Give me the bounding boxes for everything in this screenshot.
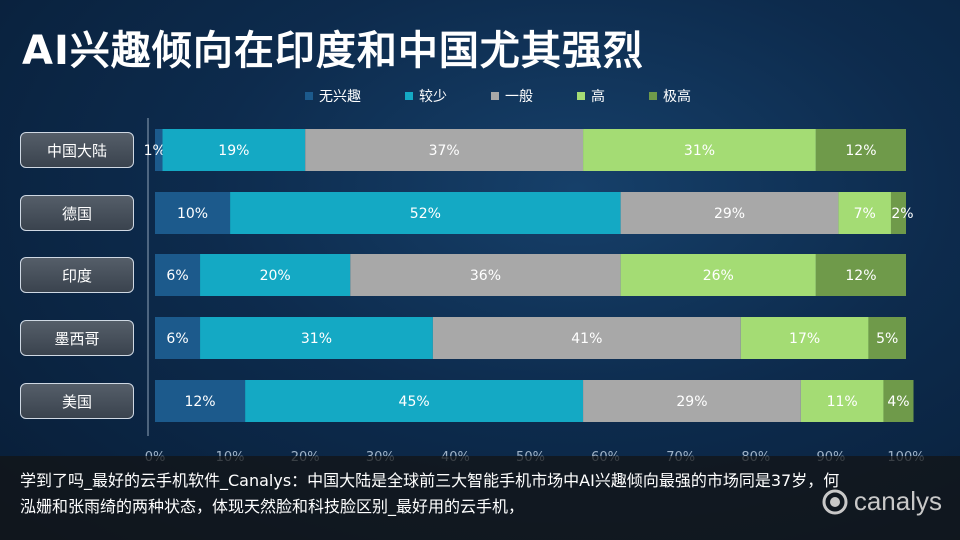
- bar-segment: [838, 192, 891, 234]
- bar-segment: [620, 254, 816, 296]
- bar-segment: [815, 129, 906, 171]
- legend-label: 较少: [419, 89, 447, 105]
- bar-segment: [155, 129, 163, 171]
- bar-segment: [155, 254, 201, 296]
- legend-item: 极高: [649, 86, 691, 106]
- category-label: 墨西哥: [20, 320, 134, 356]
- data-label: 37%: [429, 143, 460, 159]
- data-label: 10%: [177, 206, 208, 222]
- data-label: 17%: [789, 331, 820, 347]
- data-label: 41%: [571, 331, 602, 347]
- data-label: 45%: [399, 394, 430, 410]
- chart-legend: 无兴趣 较少 一般 高 极高: [305, 86, 735, 106]
- canalys-logo: canalys: [822, 486, 942, 517]
- caption-text: 学到了吗_最好的云手机软件_Canalys：中国大陆是全球前三大智能手机市场中A…: [20, 471, 840, 516]
- legend-label: 高: [591, 89, 605, 105]
- legend-swatch: [405, 92, 413, 100]
- bar-segment: [890, 192, 906, 234]
- stacked-bar-chart: 1% 19% 37% 31% 12% 10% 52% 29% 7% 2% 6% 20% 36% 26% 12…: [144, 118, 925, 465]
- data-label: 29%: [714, 206, 745, 222]
- bar-segment: [740, 317, 869, 359]
- data-label: 6%: [166, 331, 188, 347]
- legend-label: 无兴趣: [319, 89, 361, 105]
- chart-title: AI兴趣倾向在印度和中国尤其强烈: [22, 28, 644, 74]
- data-label: 2%: [891, 206, 913, 222]
- legend-item: 一般: [491, 86, 533, 106]
- bar-segment: [155, 317, 201, 359]
- bar-segment: [432, 317, 741, 359]
- bar-segment: [230, 192, 621, 234]
- data-label: 31%: [684, 143, 715, 159]
- legend-label: 一般: [505, 89, 533, 105]
- bar-segment: [620, 192, 839, 234]
- bar-segment: [162, 129, 306, 171]
- bar-segment: [583, 380, 801, 422]
- data-label: 12%: [845, 268, 876, 284]
- data-label: 52%: [410, 206, 441, 222]
- bar-segment: [583, 129, 816, 171]
- bar-segment: [883, 380, 914, 422]
- legend-label: 极高: [663, 89, 691, 105]
- data-label: 12%: [184, 394, 215, 410]
- legend-swatch: [491, 92, 499, 100]
- category-label: 德国: [20, 195, 134, 231]
- data-label: 5%: [876, 331, 898, 347]
- bar-segment: [868, 317, 906, 359]
- data-label: 29%: [676, 394, 707, 410]
- data-label: 4%: [887, 394, 909, 410]
- bar-segment: [200, 317, 433, 359]
- category-label: 中国大陆: [20, 132, 134, 168]
- data-label: 7%: [854, 206, 876, 222]
- bar-segment: [305, 129, 584, 171]
- data-label: 11%: [827, 394, 858, 410]
- bar-segment: [350, 254, 621, 296]
- canalys-logo-icon: [822, 489, 848, 514]
- data-label: 20%: [260, 268, 291, 284]
- logo-text: canalys: [853, 486, 942, 516]
- bar-segment: [155, 380, 246, 422]
- legend-item: 较少: [405, 86, 447, 106]
- caption-overlay: 学到了吗_最好的云手机软件_Canalys：中国大陆是全球前三大智能手机市场中A…: [0, 456, 960, 540]
- legend-swatch: [305, 92, 313, 100]
- bar-segment: [155, 192, 231, 234]
- data-label: 31%: [301, 331, 332, 347]
- legend-item: 高: [577, 86, 605, 106]
- bar-segment: [815, 254, 906, 296]
- legend-swatch: [577, 92, 585, 100]
- legend-swatch: [649, 92, 657, 100]
- data-label: 26%: [703, 268, 734, 284]
- bar-segment: [200, 254, 351, 296]
- category-label: 美国: [20, 383, 134, 419]
- data-label: 12%: [845, 143, 876, 159]
- bar-segment: [800, 380, 884, 422]
- data-label: 1%: [144, 143, 166, 159]
- category-label: 印度: [20, 257, 134, 293]
- data-label: 36%: [470, 268, 501, 284]
- legend-item: 无兴趣: [305, 86, 361, 106]
- data-label: 19%: [218, 143, 249, 159]
- data-label: 6%: [166, 268, 188, 284]
- bar-segment: [245, 380, 584, 422]
